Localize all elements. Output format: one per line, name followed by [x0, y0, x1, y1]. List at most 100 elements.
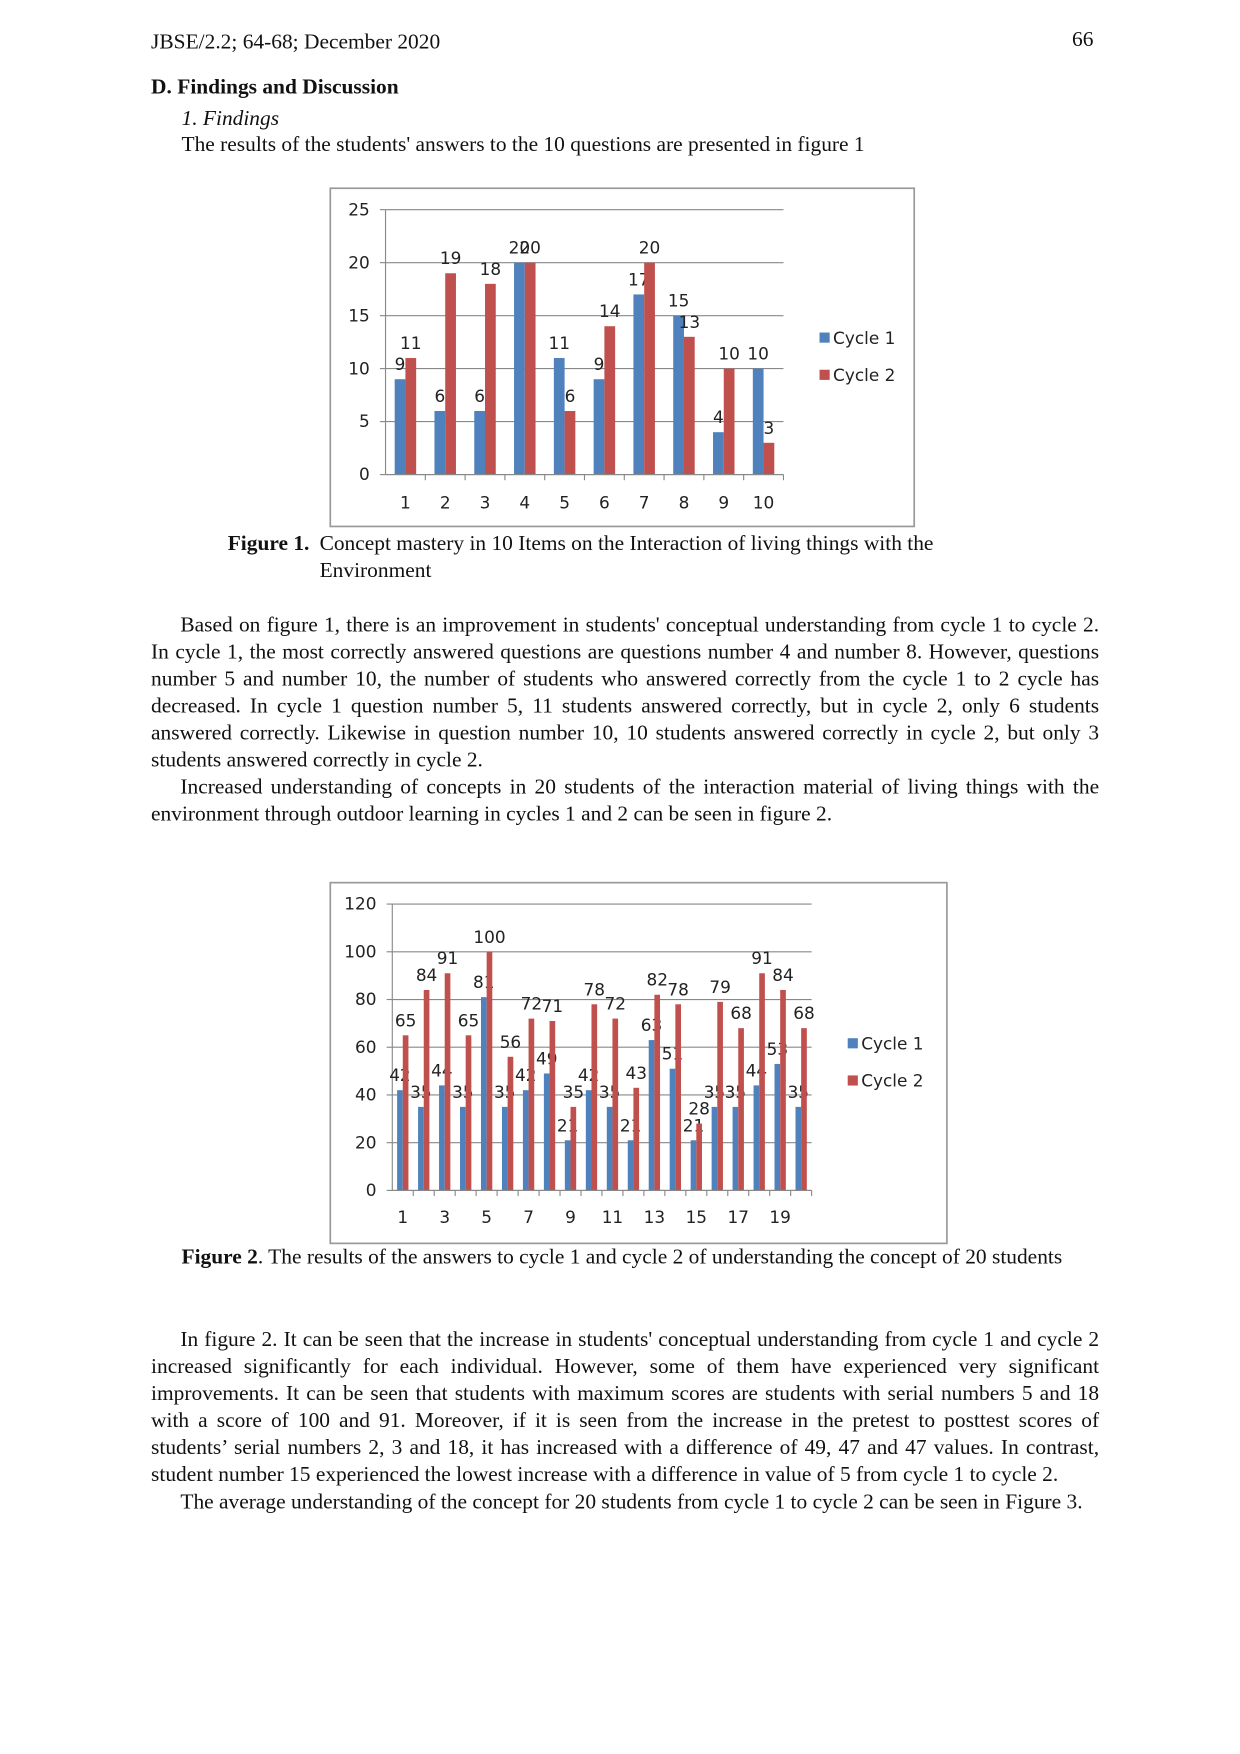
data-label: 84: [772, 965, 794, 985]
x-tick-label: 13: [644, 1207, 666, 1227]
bar: [402, 1035, 409, 1191]
y-tick-label: 25: [348, 199, 370, 219]
bar: [717, 1001, 723, 1191]
x-tick-label: 5: [559, 492, 570, 512]
bar: [633, 294, 645, 475]
data-label: 100: [473, 927, 505, 947]
bar: [445, 273, 456, 475]
figure-label: Figure 2: [181, 1245, 258, 1270]
bar: [732, 1106, 739, 1191]
bar: [593, 379, 605, 475]
bar: [654, 994, 661, 1191]
section-title: D. Findings and Discussion: [151, 75, 399, 100]
x-tick-label: 4: [519, 492, 530, 512]
data-label: 65: [458, 1010, 480, 1030]
data-label: 65: [395, 1010, 417, 1030]
bar: [524, 262, 536, 475]
data-label: 4: [713, 407, 724, 427]
y-tick-label: 20: [355, 1132, 377, 1152]
bar: [690, 1140, 697, 1191]
paragraph: Increased understanding of concepts in 2…: [151, 775, 1100, 827]
bar: [753, 1085, 760, 1191]
data-label: 20: [519, 238, 541, 258]
data-label: 43: [625, 1063, 647, 1083]
data-label: 56: [500, 1032, 522, 1052]
bar: [405, 358, 417, 475]
data-label: 10: [718, 344, 740, 364]
data-label: 35: [563, 1082, 584, 1102]
y-tick-label: 40: [355, 1085, 377, 1105]
data-label: 9: [594, 354, 605, 374]
figure-caption: Figure 1. Concept mastery in 10 Items on…: [228, 531, 1040, 585]
data-label: 6: [474, 386, 485, 406]
bar: [801, 1028, 807, 1191]
x-tick-label: 5: [481, 1207, 492, 1227]
paragraph: In figure 2. It can be seen that the inc…: [151, 1327, 1100, 1487]
data-label: 82: [646, 970, 668, 990]
x-tick-label: 19: [769, 1207, 791, 1227]
bar: [553, 358, 565, 475]
data-label: 19: [440, 248, 462, 268]
legend-swatch: [847, 1038, 858, 1049]
legend-label: Cycle 2: [833, 365, 895, 385]
data-label: 11: [400, 333, 422, 353]
legend-swatch: [819, 332, 830, 343]
legend-label: Cycle 2: [861, 1071, 923, 1091]
y-tick-label: 0: [366, 1180, 377, 1200]
bar: [591, 1004, 598, 1191]
x-tick-label: 9: [718, 492, 729, 512]
data-label: 78: [667, 979, 689, 999]
bar: [612, 1018, 619, 1191]
bar: [780, 989, 786, 1191]
bar: [486, 951, 493, 1191]
bar: [738, 1028, 744, 1191]
bar: [752, 368, 764, 475]
x-tick-label: 11: [602, 1207, 624, 1227]
bar: [549, 1020, 556, 1191]
bar: [723, 368, 735, 475]
bar: [418, 1106, 424, 1191]
bar: [606, 1106, 613, 1191]
chart-frame: [329, 187, 916, 528]
bar: [394, 379, 406, 475]
x-tick-label: 10: [753, 492, 775, 512]
caption-text: Concept mastery in 10 Items on the Inter…: [319, 532, 934, 583]
bar: [763, 442, 775, 475]
bar: [460, 1106, 466, 1191]
paragraph: The average understanding of the concept…: [180, 1490, 1083, 1514]
bar: [627, 1140, 634, 1191]
bar: [644, 262, 655, 475]
caption-text: . The results of the answers to cycle 1 …: [257, 1245, 1063, 1270]
x-tick-label: 8: [679, 492, 690, 512]
bar: [675, 1004, 682, 1191]
data-label: 14: [599, 301, 621, 321]
data-label: 11: [548, 333, 570, 353]
x-tick-label: 6: [599, 492, 610, 512]
x-tick-label: 7: [523, 1207, 534, 1227]
data-label: 6: [434, 386, 445, 406]
bar: [564, 411, 576, 475]
bar: [465, 1035, 472, 1191]
y-tick-label: 5: [359, 411, 370, 431]
bar: [711, 1106, 718, 1191]
data-label: 68: [730, 1003, 752, 1023]
figure-label: Figure 1.: [227, 532, 310, 556]
subsection-title: 1. Findings: [181, 107, 280, 131]
data-label: 15: [668, 291, 690, 311]
bar: [434, 411, 446, 475]
legend-label: Cycle 1: [833, 328, 895, 348]
y-tick-label: 60: [355, 1037, 377, 1057]
data-label: 20: [509, 238, 531, 258]
y-tick-label: 100: [344, 941, 376, 961]
bar: [514, 262, 525, 475]
bar: [585, 1090, 592, 1191]
data-label: 20: [639, 238, 661, 258]
bar: [713, 432, 724, 475]
paragraphs: Based on figure 1, there is an improveme…: [151, 612, 1099, 828]
bar: [648, 1040, 655, 1191]
data-label: 72: [521, 994, 543, 1014]
bar: [774, 1063, 781, 1191]
paragraphs: In figure 2. It can be seen that the inc…: [151, 1327, 1099, 1516]
y-tick-label: 0: [359, 464, 370, 484]
